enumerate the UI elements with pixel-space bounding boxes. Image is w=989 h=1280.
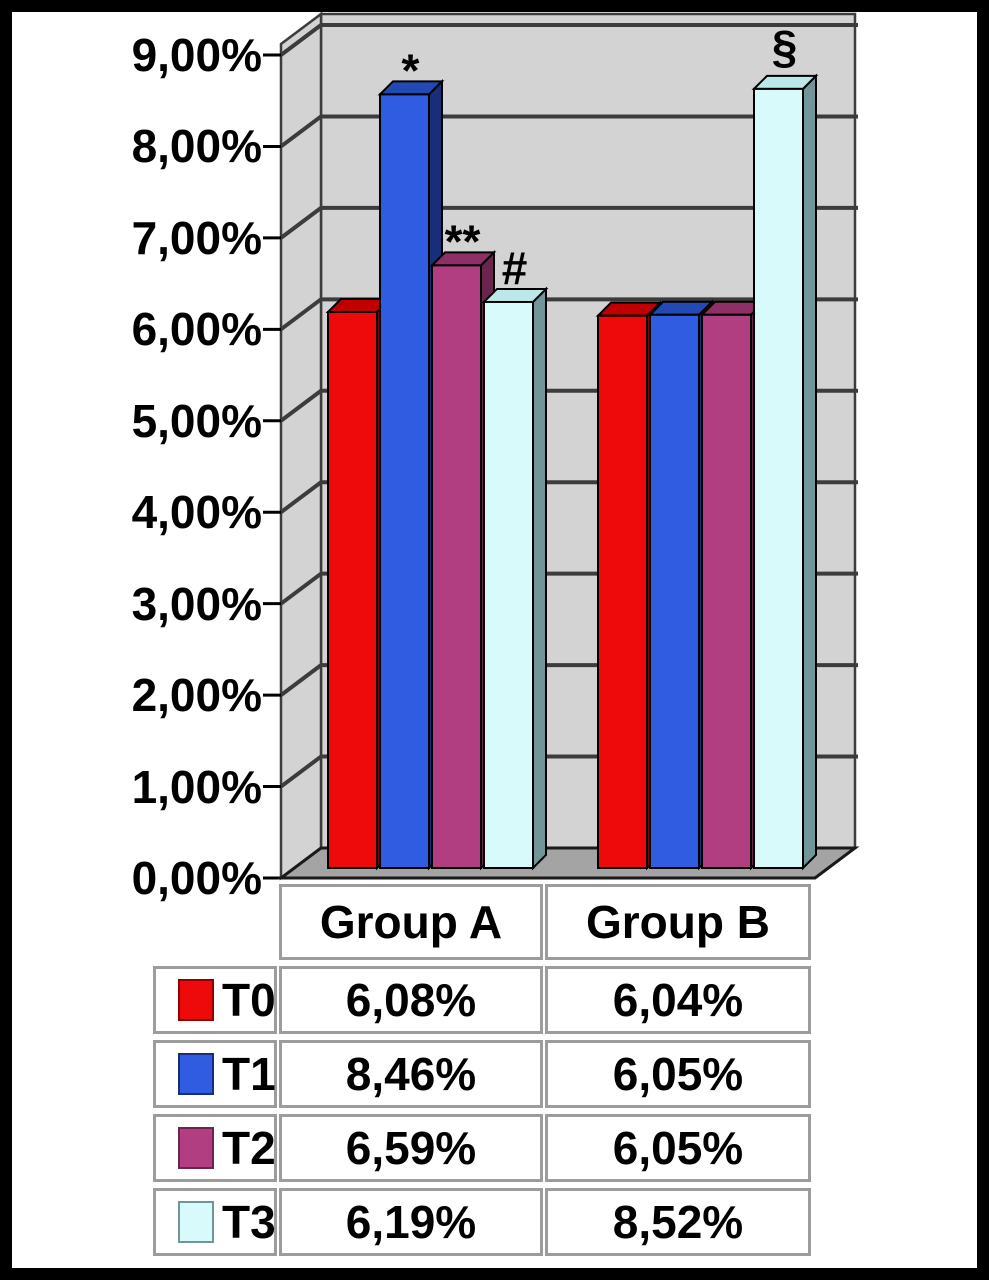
value-T2-group-b: 6,05% — [545, 1114, 811, 1182]
y-tick-label-8: 8,00% — [131, 120, 262, 173]
table-header-group-a: Group A — [279, 884, 543, 960]
y-tick-label-1: 1,00% — [131, 760, 262, 813]
value-T3-group-a: 6,19% — [279, 1188, 543, 1256]
legend-cell-T2: T2 — [153, 1114, 277, 1182]
legend-label-T3: T3 — [222, 1196, 276, 1248]
value-T1-group-b: 6,05% — [545, 1040, 811, 1108]
legend-cell-T0: T0 — [153, 966, 277, 1034]
y-tick-label-6: 6,00% — [131, 303, 262, 356]
value-T2-group-a: 6,59% — [279, 1114, 543, 1182]
value-T1-group-a: 8,46% — [279, 1040, 543, 1108]
gridline-sidewall-9 — [279, 23, 323, 57]
legend-swatch-T0 — [178, 979, 214, 1021]
bar-Group B-T1 — [649, 313, 700, 869]
legend-label-T0: T0 — [222, 974, 276, 1026]
annotation-1: * — [402, 44, 420, 96]
legend-label-T2: T2 — [222, 1122, 276, 1174]
gridline-sidewall-2 — [279, 663, 323, 697]
annotation-3: # — [502, 242, 528, 294]
y-tick-label-7: 7,00% — [131, 211, 262, 264]
bar-Group A-T0 — [327, 311, 378, 870]
gridline-sidewall-5 — [279, 389, 323, 423]
bar-side-Group A-T3 — [532, 286, 547, 871]
gridline-sidewall-3 — [279, 572, 323, 606]
bar-Group A-T3 — [483, 300, 534, 870]
y-tick-label-4: 4,00% — [131, 486, 262, 539]
bar-Group B-T3 — [753, 87, 804, 870]
value-T0-group-b: 6,04% — [545, 966, 811, 1034]
value-T3-group-b: 8,52% — [545, 1188, 811, 1256]
y-tick-label-2: 2,00% — [131, 669, 262, 722]
gridline-sidewall-1 — [279, 754, 323, 789]
legend-cell-T1: T1 — [153, 1040, 277, 1108]
table-header-group-b: Group B — [545, 884, 811, 960]
annotation-2: ** — [445, 215, 481, 267]
gridline-sidewall-8 — [279, 114, 323, 149]
y-tick-label-9: 9,00% — [131, 29, 262, 81]
gridline-sidewall-4 — [279, 480, 323, 514]
bar-Group B-T2 — [701, 313, 752, 869]
annotation-4: § — [772, 21, 798, 73]
y-tick-label-5: 5,00% — [131, 394, 262, 447]
table-corner — [153, 884, 277, 960]
bar-Group A-T1 — [379, 93, 430, 869]
gridline-sidewall-7 — [279, 206, 323, 240]
legend-swatch-T1 — [178, 1053, 214, 1095]
value-T0-group-a: 6,08% — [279, 966, 543, 1034]
legend-swatch-T3 — [178, 1201, 214, 1243]
y-tick-label-3: 3,00% — [131, 577, 262, 630]
bar-Group B-T0 — [597, 314, 648, 870]
y-tick-label-0: 0,00% — [131, 852, 262, 904]
legend-swatch-T2 — [178, 1127, 214, 1169]
bar-chart-3d: ***#§ — [263, 11, 860, 881]
legend-label-T1: T1 — [222, 1048, 276, 1100]
gridline-sidewall-6 — [279, 297, 323, 331]
bar-Group A-T2 — [431, 264, 482, 869]
bar-side-Group B-T3 — [802, 73, 817, 871]
data-table: Group A Group B T0 6,08% 6,04% T1 8,46% 6,05% T2… — [153, 884, 811, 1256]
legend-cell-T3: T3 — [153, 1188, 277, 1256]
